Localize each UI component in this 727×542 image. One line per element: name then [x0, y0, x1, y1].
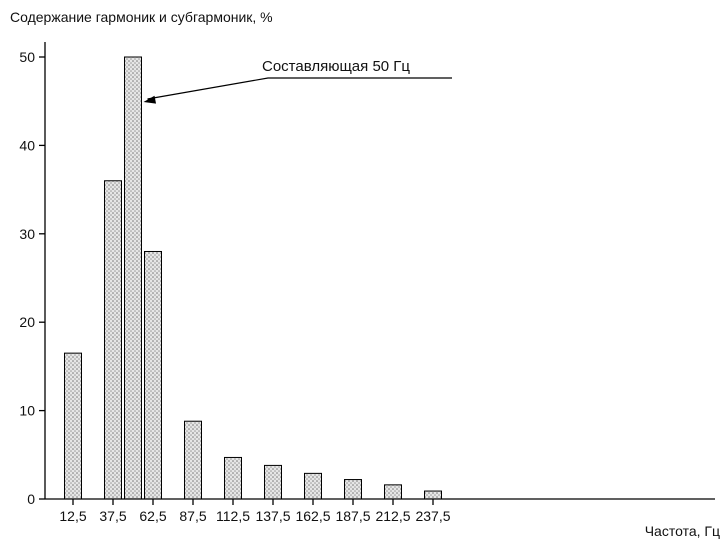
- x-tick-label: 212,5: [375, 508, 410, 524]
- y-axis-label: Содержание гармоник и субгармоник, %: [10, 9, 273, 25]
- x-tick-label: 37,5: [99, 508, 126, 524]
- annotation-text: Составляющая 50 Гц: [262, 58, 410, 75]
- y-tick-label: 0: [27, 491, 35, 507]
- annotation: Составляющая 50 Гц: [143, 58, 452, 104]
- bar-137,5: [264, 464, 282, 500]
- bar-87,5: [184, 420, 202, 500]
- bar-162,5: [304, 472, 322, 500]
- x-axis-ticks: 12,5 37,5 62,5 87,5 112,5 137,5 162,5 187,5 212,…: [59, 499, 451, 524]
- bars: [64, 56, 442, 500]
- y-axis-ticks: 0 10 20 30 40 50: [19, 49, 45, 507]
- x-axis-label: Частота, Гц: [645, 523, 720, 539]
- y-tick-label: 10: [19, 403, 35, 419]
- annotation-arrowhead: [143, 95, 157, 104]
- bar-212,5: [384, 484, 402, 500]
- bar-50: [124, 56, 142, 500]
- annotation-leader-line: [147, 77, 452, 100]
- x-tick-label: 137,5: [255, 508, 290, 524]
- y-tick-label: 50: [19, 49, 35, 65]
- x-tick-label: 187,5: [335, 508, 370, 524]
- bar-112,5: [224, 456, 242, 500]
- y-tick-label: 30: [19, 226, 35, 242]
- x-tick-label: 12,5: [59, 508, 86, 524]
- x-tick-label: 112,5: [216, 508, 250, 524]
- y-tick-label: 40: [19, 137, 35, 153]
- bar-37,5: [104, 180, 122, 500]
- bar-12,5: [64, 352, 82, 500]
- bar-62,5: [144, 250, 162, 500]
- y-tick-label: 20: [19, 314, 35, 330]
- bar-187,5: [344, 479, 362, 500]
- x-tick-label: 87,5: [179, 508, 206, 524]
- x-tick-label: 62,5: [139, 508, 166, 524]
- x-tick-label: 237,5: [415, 508, 450, 524]
- x-tick-label: 162,5: [295, 508, 330, 524]
- bar-237,5: [424, 490, 442, 500]
